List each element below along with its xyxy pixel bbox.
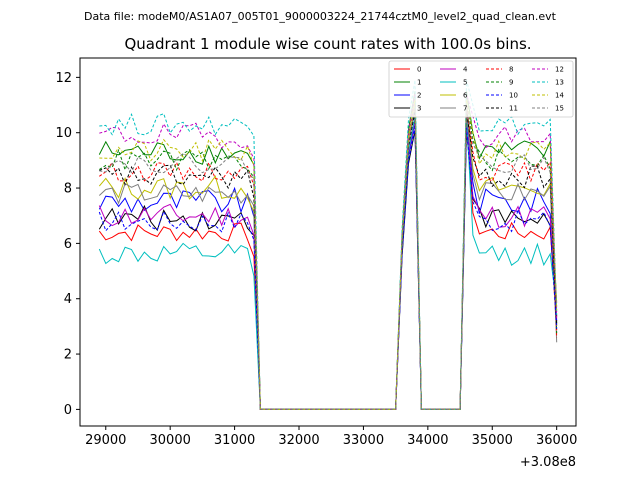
y-tick-label: 12	[55, 71, 72, 86]
y-tick-label: 2	[64, 348, 72, 363]
series-line-1	[98, 91, 558, 410]
figure-suptitle: Data file: modeM0/AS1A07_005T01_90000032…	[84, 10, 557, 23]
plot-area: 29000 30000 31000 32000 33000 34000 35000 36000…	[55, 57, 577, 448]
legend-label-9: 9	[509, 79, 513, 87]
legend-label-1: 1	[417, 79, 421, 87]
series-line-12	[99, 93, 558, 410]
legend-label-15: 15	[555, 105, 564, 113]
series-line-2	[98, 121, 558, 410]
y-tick-label: 6	[64, 237, 72, 252]
y-tick-label: 10	[55, 126, 72, 141]
x-tick-label: 36000	[536, 433, 577, 448]
legend-label-10: 10	[509, 92, 518, 100]
series-line-5	[98, 116, 558, 410]
series-line-8	[99, 104, 558, 410]
x-tick-label: 32000	[278, 433, 319, 448]
series-line-7	[98, 107, 558, 410]
x-tick-label: 29000	[85, 433, 126, 448]
chart-title: Quadrant 1 module wise count rates with …	[124, 35, 531, 53]
y-tick-label: 4	[64, 292, 72, 307]
legend-box	[388, 60, 574, 118]
x-tick-label: 31000	[214, 433, 255, 448]
legend-label-8: 8	[509, 66, 513, 74]
legend-label-3: 3	[417, 105, 421, 113]
series-line-14	[99, 99, 558, 410]
series-layer	[98, 79, 558, 410]
series-line-13	[99, 79, 558, 410]
legend-label-14: 14	[555, 92, 564, 100]
legend-label-12: 12	[555, 66, 564, 74]
x-offset-label: +3.08e8	[520, 455, 576, 470]
legend-label-0: 0	[417, 66, 421, 74]
series-line-4	[98, 118, 558, 410]
legend-label-2: 2	[417, 92, 421, 100]
series-line-0	[98, 107, 558, 410]
x-tick-label: 35000	[472, 433, 513, 448]
x-tick-label: 34000	[407, 433, 448, 448]
ticks-layer: 29000 30000 31000 32000 33000 34000 35000 36000…	[55, 71, 577, 448]
series-line-11	[99, 110, 558, 410]
series-line-9	[99, 96, 558, 410]
legend-label-13: 13	[555, 79, 564, 87]
x-tick-label: 33000	[343, 433, 384, 448]
x-tick-label: 30000	[150, 433, 191, 448]
series-line-6	[98, 99, 558, 410]
axes-frame	[79, 57, 577, 427]
legend-label-11: 11	[509, 105, 518, 113]
y-tick-label: 8	[64, 182, 72, 197]
y-tick-label: 0	[64, 403, 72, 418]
legend-label-7: 7	[463, 105, 467, 113]
series-line-10	[98, 127, 558, 410]
legend-label-6: 6	[463, 92, 468, 100]
legend-label-4: 4	[463, 66, 468, 74]
legend-label-5: 5	[463, 79, 467, 87]
